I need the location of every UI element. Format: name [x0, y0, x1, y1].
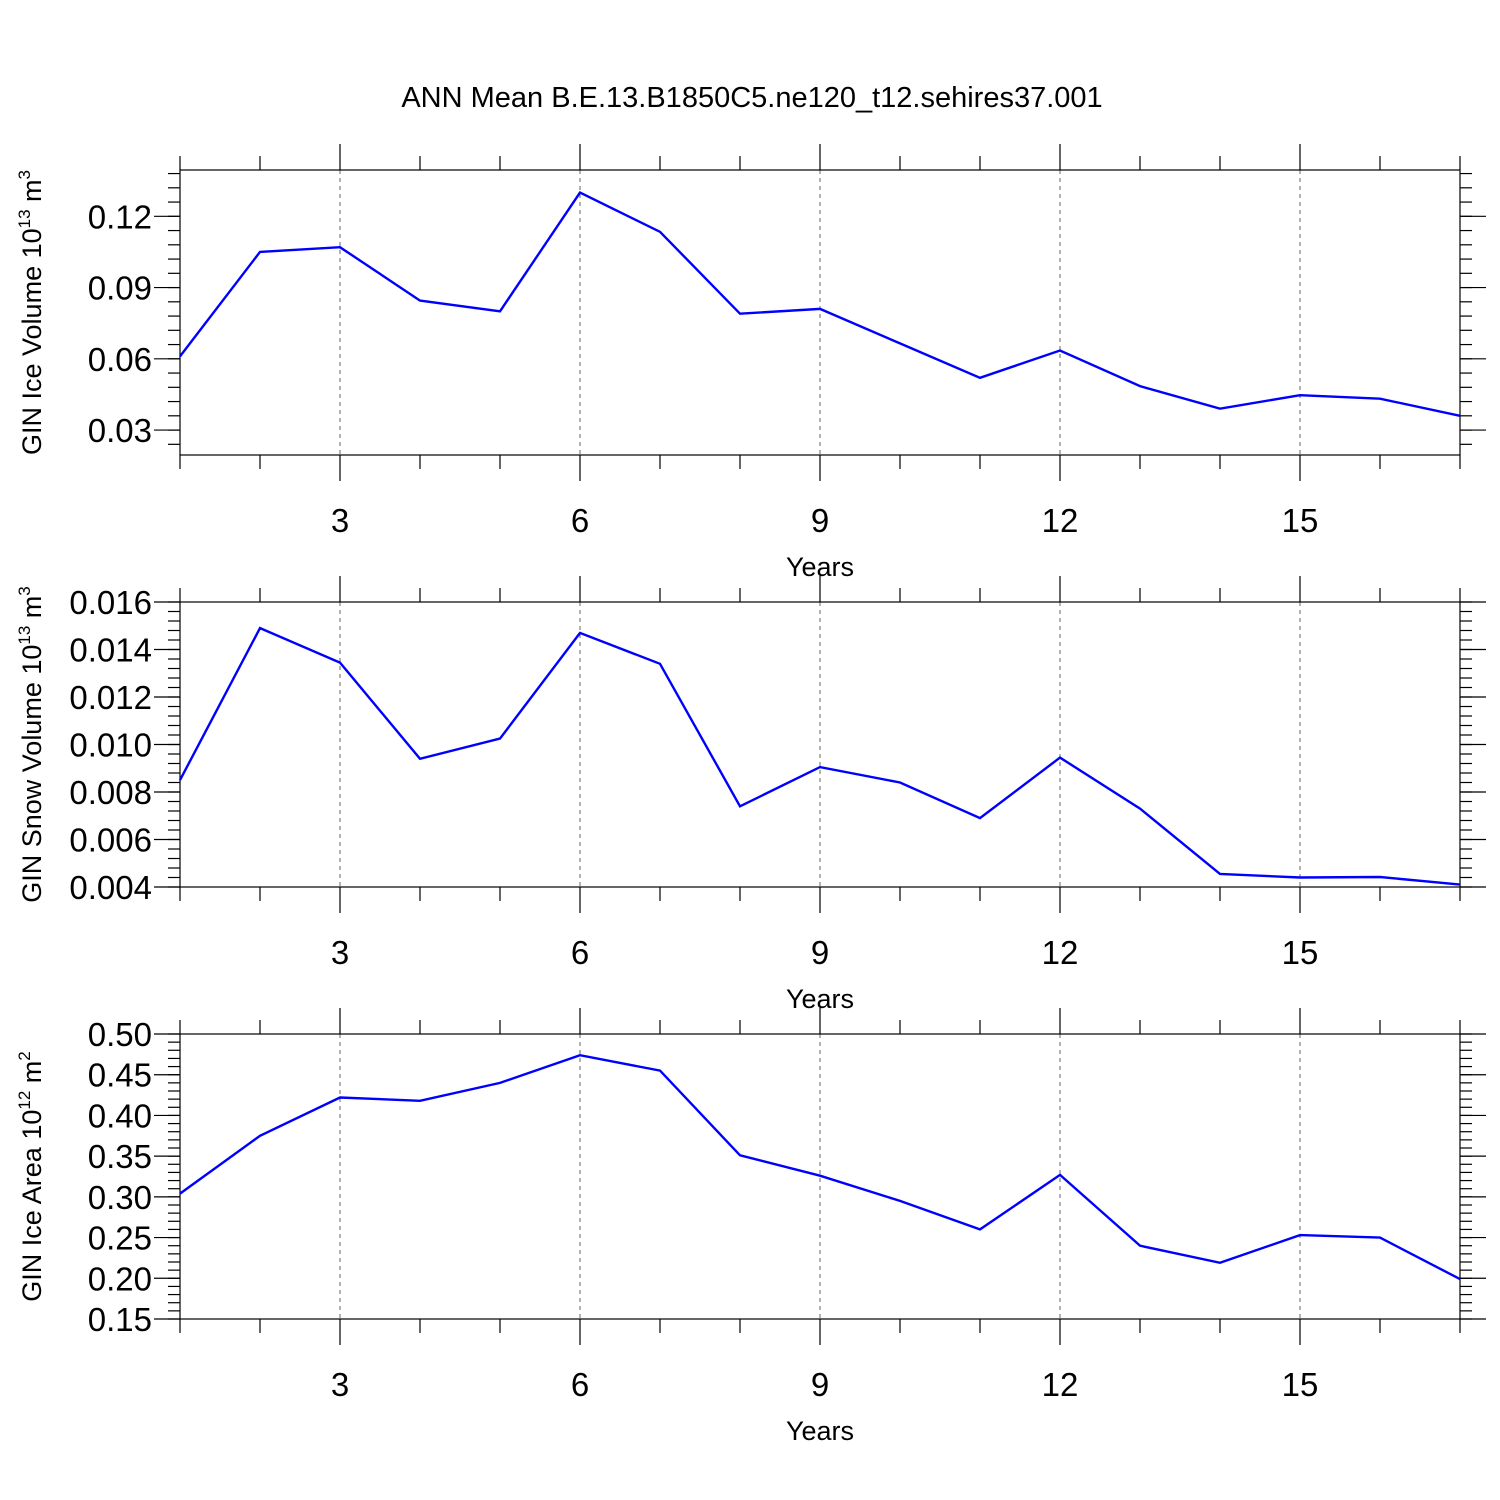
y-tick-label: 0.45 — [88, 1057, 152, 1094]
y-tick-label: 0.20 — [88, 1260, 152, 1297]
x-tick-label: 6 — [571, 1366, 589, 1403]
y-axis-label-unit-exponent: 3 — [15, 586, 34, 595]
x-tick-label: 15 — [1282, 502, 1319, 539]
y-tick-label: 0.35 — [88, 1138, 152, 1175]
y-axis-label-unit-exponent: 3 — [15, 170, 34, 179]
y-axis-label-text: GIN Ice Area 10 — [17, 1110, 47, 1302]
chart-title: ANN Mean B.E.13.B1850C5.ne120_t12.sehire… — [401, 82, 1102, 114]
y-tick-label: 0.016 — [69, 584, 152, 621]
y-axis-label-exponent: 12 — [15, 1091, 34, 1110]
x-tick-label: 9 — [811, 934, 829, 971]
x-tick-label: 3 — [331, 502, 349, 539]
y-tick-label: 0.008 — [69, 774, 152, 811]
y-tick-label: 0.06 — [88, 341, 152, 378]
y-tick-label: 0.09 — [88, 270, 152, 307]
y-axis-label-text: GIN Snow Volume 10 — [17, 645, 47, 903]
y-axis-label: GIN Ice Area 1012 m2 — [15, 1051, 47, 1302]
panel-2: 3 6 9 12 15 0.004 0.006 0.008 0.010 0.012 0.014 0.0… — [15, 576, 1486, 1014]
series-line — [179, 1053, 1461, 1281]
x-tick-label: 3 — [331, 1366, 349, 1403]
y-axis-label: GIN Ice Volume 1013 m3 — [15, 170, 47, 455]
y-tick-label: 0.03 — [88, 412, 152, 449]
x-tick-label: 12 — [1042, 934, 1079, 971]
y-axis-label-exponent: 13 — [15, 626, 34, 645]
y-tick-label: 0.40 — [88, 1097, 152, 1134]
y-axis-label-unit-exponent: 2 — [15, 1051, 34, 1060]
y-axis-label-exponent: 13 — [15, 209, 34, 228]
x-tick-label: 6 — [571, 502, 589, 539]
panel-3: 3 6 9 12 15 0.15 0.200.25 0.30 0.35 0.400.45 0.50 Y… — [15, 1008, 1486, 1446]
x-tick-label: 12 — [1042, 1366, 1079, 1403]
x-tick-label: 9 — [811, 502, 829, 539]
y-axis-label-text: GIN Ice Volume 10 — [17, 228, 47, 455]
x-axis-label: Years — [786, 1416, 854, 1446]
y-tick-label: 0.012 — [69, 679, 152, 716]
y-tick-label: 0.006 — [69, 822, 152, 859]
series-line — [178, 626, 1461, 886]
y-tick-label: 0.004 — [69, 869, 152, 906]
x-tick-label: 15 — [1282, 934, 1319, 971]
y-tick-label: 0.30 — [88, 1179, 152, 1216]
x-tick-label: 3 — [331, 934, 349, 971]
y-tick-label: 0.12 — [88, 198, 152, 235]
y-axis-label-unit: m — [17, 179, 47, 209]
x-tick-label: 9 — [811, 1366, 829, 1403]
x-tick-label: 6 — [571, 934, 589, 971]
y-tick-label: 0.25 — [88, 1220, 152, 1257]
y-axis-label: GIN Snow Volume 1013 m3 — [15, 586, 47, 903]
y-tick-label: 0.15 — [88, 1301, 152, 1338]
y-axis-label-unit: m — [17, 596, 47, 626]
y-tick-label: 0.014 — [69, 632, 152, 669]
panels: 3 6 9 12 15 0.03 0.06 0.09 0.12 Years GIN Ice Volu… — [15, 144, 1486, 1446]
x-tick-label: 15 — [1282, 1366, 1319, 1403]
y-tick-label: 0.010 — [69, 727, 152, 764]
y-axis-label-unit: m — [17, 1061, 47, 1091]
x-tick-label: 12 — [1042, 502, 1079, 539]
series-line — [179, 191, 1461, 417]
y-tick-label: 0.50 — [88, 1016, 152, 1053]
